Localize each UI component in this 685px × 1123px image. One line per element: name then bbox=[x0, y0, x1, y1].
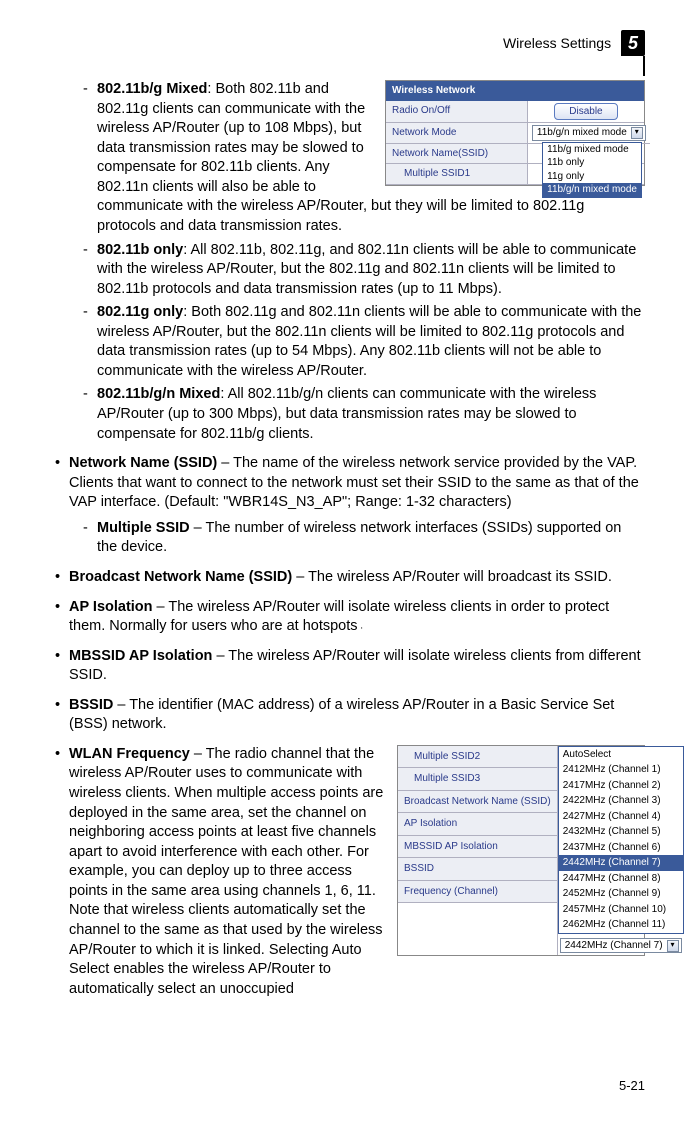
dropdown-option[interactable]: 2442MHz (Channel 7) bbox=[559, 855, 683, 871]
frequency-panel: Multiple SSID2 Multiple SSID3 Broadcast … bbox=[397, 745, 645, 957]
multiple-ssid-sub: Multiple SSID – The number of wireless n… bbox=[69, 519, 645, 558]
dropdown-option[interactable]: 2457MHz (Channel 10) bbox=[559, 902, 683, 918]
ssid-item: Network Name (SSID) – The name of the wi… bbox=[55, 454, 645, 558]
mbssid-item: MBSSID AP Isolation – The wireless AP/Ro… bbox=[55, 647, 645, 686]
dropdown-option[interactable]: 2412MHz (Channel 1) bbox=[559, 762, 683, 778]
dropdown-option[interactable]: 2417MHz (Channel 2) bbox=[559, 778, 683, 794]
mode-option: 802.11b only: All 802.11b, 802.11g, and … bbox=[69, 241, 645, 300]
broadcast-item: Broadcast Network Name (SSID) – The wire… bbox=[55, 568, 645, 588]
multi-ssid2-label: Multiple SSID2 bbox=[398, 746, 557, 769]
chevron-down-icon: ▾ bbox=[667, 940, 679, 952]
dropdown-option[interactable]: 2422MHz (Channel 3) bbox=[559, 793, 683, 809]
page-number: 5-21 bbox=[619, 1077, 645, 1095]
ap-isolation-label: AP Isolation bbox=[398, 813, 557, 836]
wlan-freq-item: Multiple SSID2 Multiple SSID3 Broadcast … bbox=[55, 745, 645, 999]
page-header: Wireless Settings 5 bbox=[55, 30, 645, 56]
dropdown-option[interactable]: 2432MHz (Channel 5) bbox=[559, 824, 683, 840]
mbssid-label: MBSSID AP Isolation bbox=[398, 836, 557, 859]
dropdown-option[interactable]: 2427MHz (Channel 4) bbox=[559, 809, 683, 825]
dot-icon: . bbox=[358, 620, 364, 631]
frequency-label: Frequency (Channel) bbox=[398, 881, 557, 904]
dropdown-option[interactable]: 2452MHz (Channel 9) bbox=[559, 886, 683, 902]
ap-isolation-item: AP Isolation – The wireless AP/Router wi… bbox=[55, 598, 645, 637]
bssid-item: BSSID – The identifier (MAC address) of … bbox=[55, 696, 645, 735]
dropdown-option[interactable]: 2437MHz (Channel 6) bbox=[559, 840, 683, 856]
mode-option: 802.11g only: Both 802.11g and 802.11n c… bbox=[69, 303, 645, 381]
dropdown-option[interactable]: 2462MHz (Channel 11) bbox=[559, 917, 683, 933]
frequency-open-list[interactable]: AutoSelect2412MHz (Channel 1)2417MHz (Ch… bbox=[558, 746, 684, 934]
mode-sub-list: 802.11b/g Mixed: Both 802.11b and 802.11… bbox=[69, 80, 645, 444]
broadcast-label: Broadcast Network Name (SSID) bbox=[398, 791, 557, 814]
mode-option: 802.11b/g Mixed: Both 802.11b and 802.11… bbox=[69, 80, 645, 237]
dropdown-option[interactable]: 2447MHz (Channel 8) bbox=[559, 871, 683, 887]
multi-ssid3-label: Multiple SSID3 bbox=[398, 768, 557, 791]
section-title: Wireless Settings bbox=[503, 34, 611, 53]
bssid-label: BSSID bbox=[398, 858, 557, 881]
frequency-dropdown[interactable]: 2442MHz (Channel 7) ▾ bbox=[560, 938, 682, 954]
mode-option: 802.11b/g/n Mixed: All 802.11b/g/n clien… bbox=[69, 385, 645, 444]
dropdown-option[interactable]: AutoSelect bbox=[559, 747, 683, 763]
chapter-number: 5 bbox=[621, 30, 645, 56]
